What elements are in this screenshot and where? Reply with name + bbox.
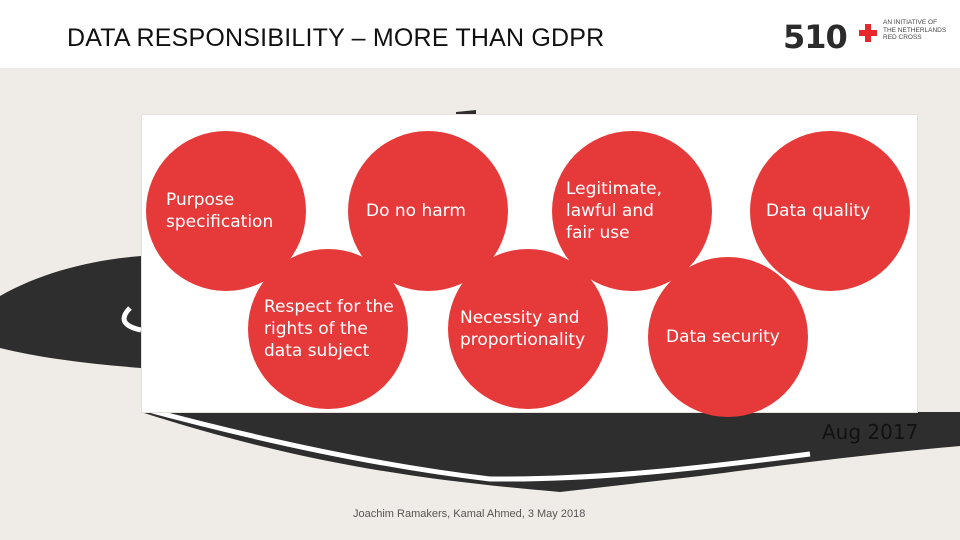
principle-label: Legitimate, lawful and fair use (566, 179, 663, 243)
organization-text: AN INITIATIVE OF THE NETHERLANDS RED CRO… (883, 19, 953, 42)
road-graphic (0, 110, 960, 492)
principle-circle-data-quality: Data quality (750, 131, 910, 291)
principle-label: Do no harm (366, 201, 466, 221)
principle-circle-data-security: Data security (648, 257, 808, 417)
principle-label: Data quality (766, 201, 871, 221)
principle-circle-legitimate-lawful-fair-use: Legitimate, lawful and fair use (552, 131, 712, 291)
org-line: AN INITIATIVE OF (883, 19, 938, 26)
principle-label: Necessity and proportionality (460, 308, 586, 350)
slide-title: DATA RESPONSIBILITY – MORE THAN GDPR (67, 24, 605, 52)
slide-footer: Joachim Ramakers, Kamal Ahmed, 3 May 201… (353, 508, 586, 520)
principles-panel: Purpose specification Do no harm Legitim… (141, 114, 918, 417)
principle-circle-rights-of-data-subject: Respect for the rights of the data subje… (248, 249, 408, 409)
org-line: THE NETHERLANDS (883, 26, 947, 34)
principle-label: Data security (666, 327, 780, 347)
510-logo: 510 (783, 18, 848, 56)
principle-label: Purpose specification (166, 190, 274, 232)
principle-circle-necessity-proportionality: Necessity and proportionality (448, 249, 608, 409)
red-cross-icon (859, 24, 877, 42)
org-line: RED CROSS (883, 34, 922, 41)
slide-header: DATA RESPONSIBILITY – MORE THAN GDPR 510… (0, 0, 960, 68)
date-label: Aug 2017 (822, 420, 919, 444)
principle-label: Respect for the rights of the data subje… (264, 297, 394, 361)
